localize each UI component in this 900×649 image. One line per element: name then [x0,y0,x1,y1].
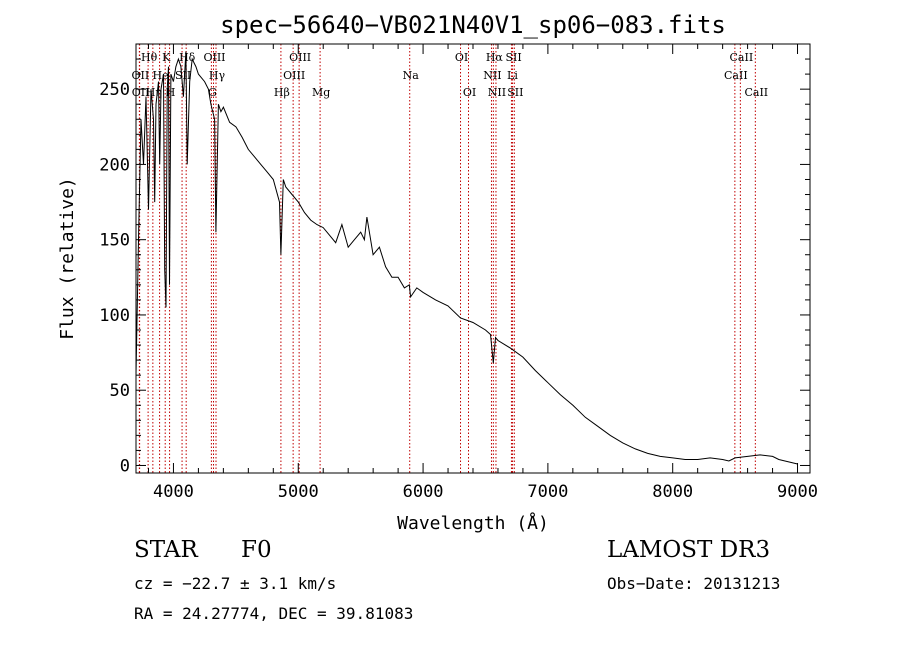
line-marker-label: Hη [146,86,162,99]
line-marker-label: Hθ [141,51,158,64]
line-marker-label: SII [505,51,521,64]
line-marker-label: CaII [724,69,748,82]
line-marker-label: He [153,69,169,82]
object-class: STAR [134,537,198,563]
line-marker-label: NII [483,69,501,82]
line-marker-label: SII [175,69,191,82]
survey-name: LAMOST DR3 [607,537,771,563]
obs-date: Obs−Date: 20131213 [607,574,781,593]
y-tick-label: 50 [110,381,130,401]
line-marker-label: OIII [283,69,305,82]
x-axis-label: Wavelength (Å) [397,512,549,534]
line-marker-label: OII [132,69,150,82]
line-marker-label: Li [507,69,518,82]
line-marker-label: OIII [289,51,311,64]
line-marker-label: H [166,86,176,99]
line-marker-label: CaII [730,51,754,64]
line-marker-label: OIII [203,51,225,64]
plot-frame [135,43,811,474]
x-tick-label: 9000 [777,482,818,502]
y-tick-label: 150 [99,231,130,251]
spectral-subclass: F0 [241,537,272,563]
line-marker-label: CaII [744,86,768,99]
line-marker-label: OI [463,86,476,99]
line-marker-label: Hδ [179,51,196,64]
line-marker-label: OII [132,86,150,99]
y-tick-label: 250 [99,80,130,100]
line-marker-label: SII [507,86,523,99]
y-tick-label: 0 [120,456,130,476]
spectrum-line [135,51,798,465]
line-marker-label: Hγ [209,69,226,82]
chart-title: spec−56640−VB021N40V1_sp06−083.fits [220,11,726,39]
y-tick-label: 200 [99,155,130,175]
x-tick-label: 5000 [278,482,319,502]
line-marker-label: Hβ [274,86,290,99]
x-tick-label: 8000 [652,482,693,502]
redshift-readout: cz = −22.7 ± 3.1 km/s [134,574,337,593]
line-marker-label: Na [403,69,420,82]
x-tick-label: 4000 [153,482,194,502]
line-marker-label: OI [455,51,468,64]
x-tick-label: 6000 [403,482,444,502]
x-tick-label: 7000 [527,482,568,502]
y-tick-label: 100 [99,306,130,326]
line-marker-label: Mg [312,86,330,99]
line-marker-label: NII [488,86,506,99]
coordinates: RA = 24.27774, DEC = 39.81083 [134,604,414,623]
line-marker-label: Hα [486,51,504,64]
line-marker-label: G [208,86,217,99]
y-axis-label: Flux (relative) [57,177,78,340]
line-marker-label: K [162,51,171,64]
